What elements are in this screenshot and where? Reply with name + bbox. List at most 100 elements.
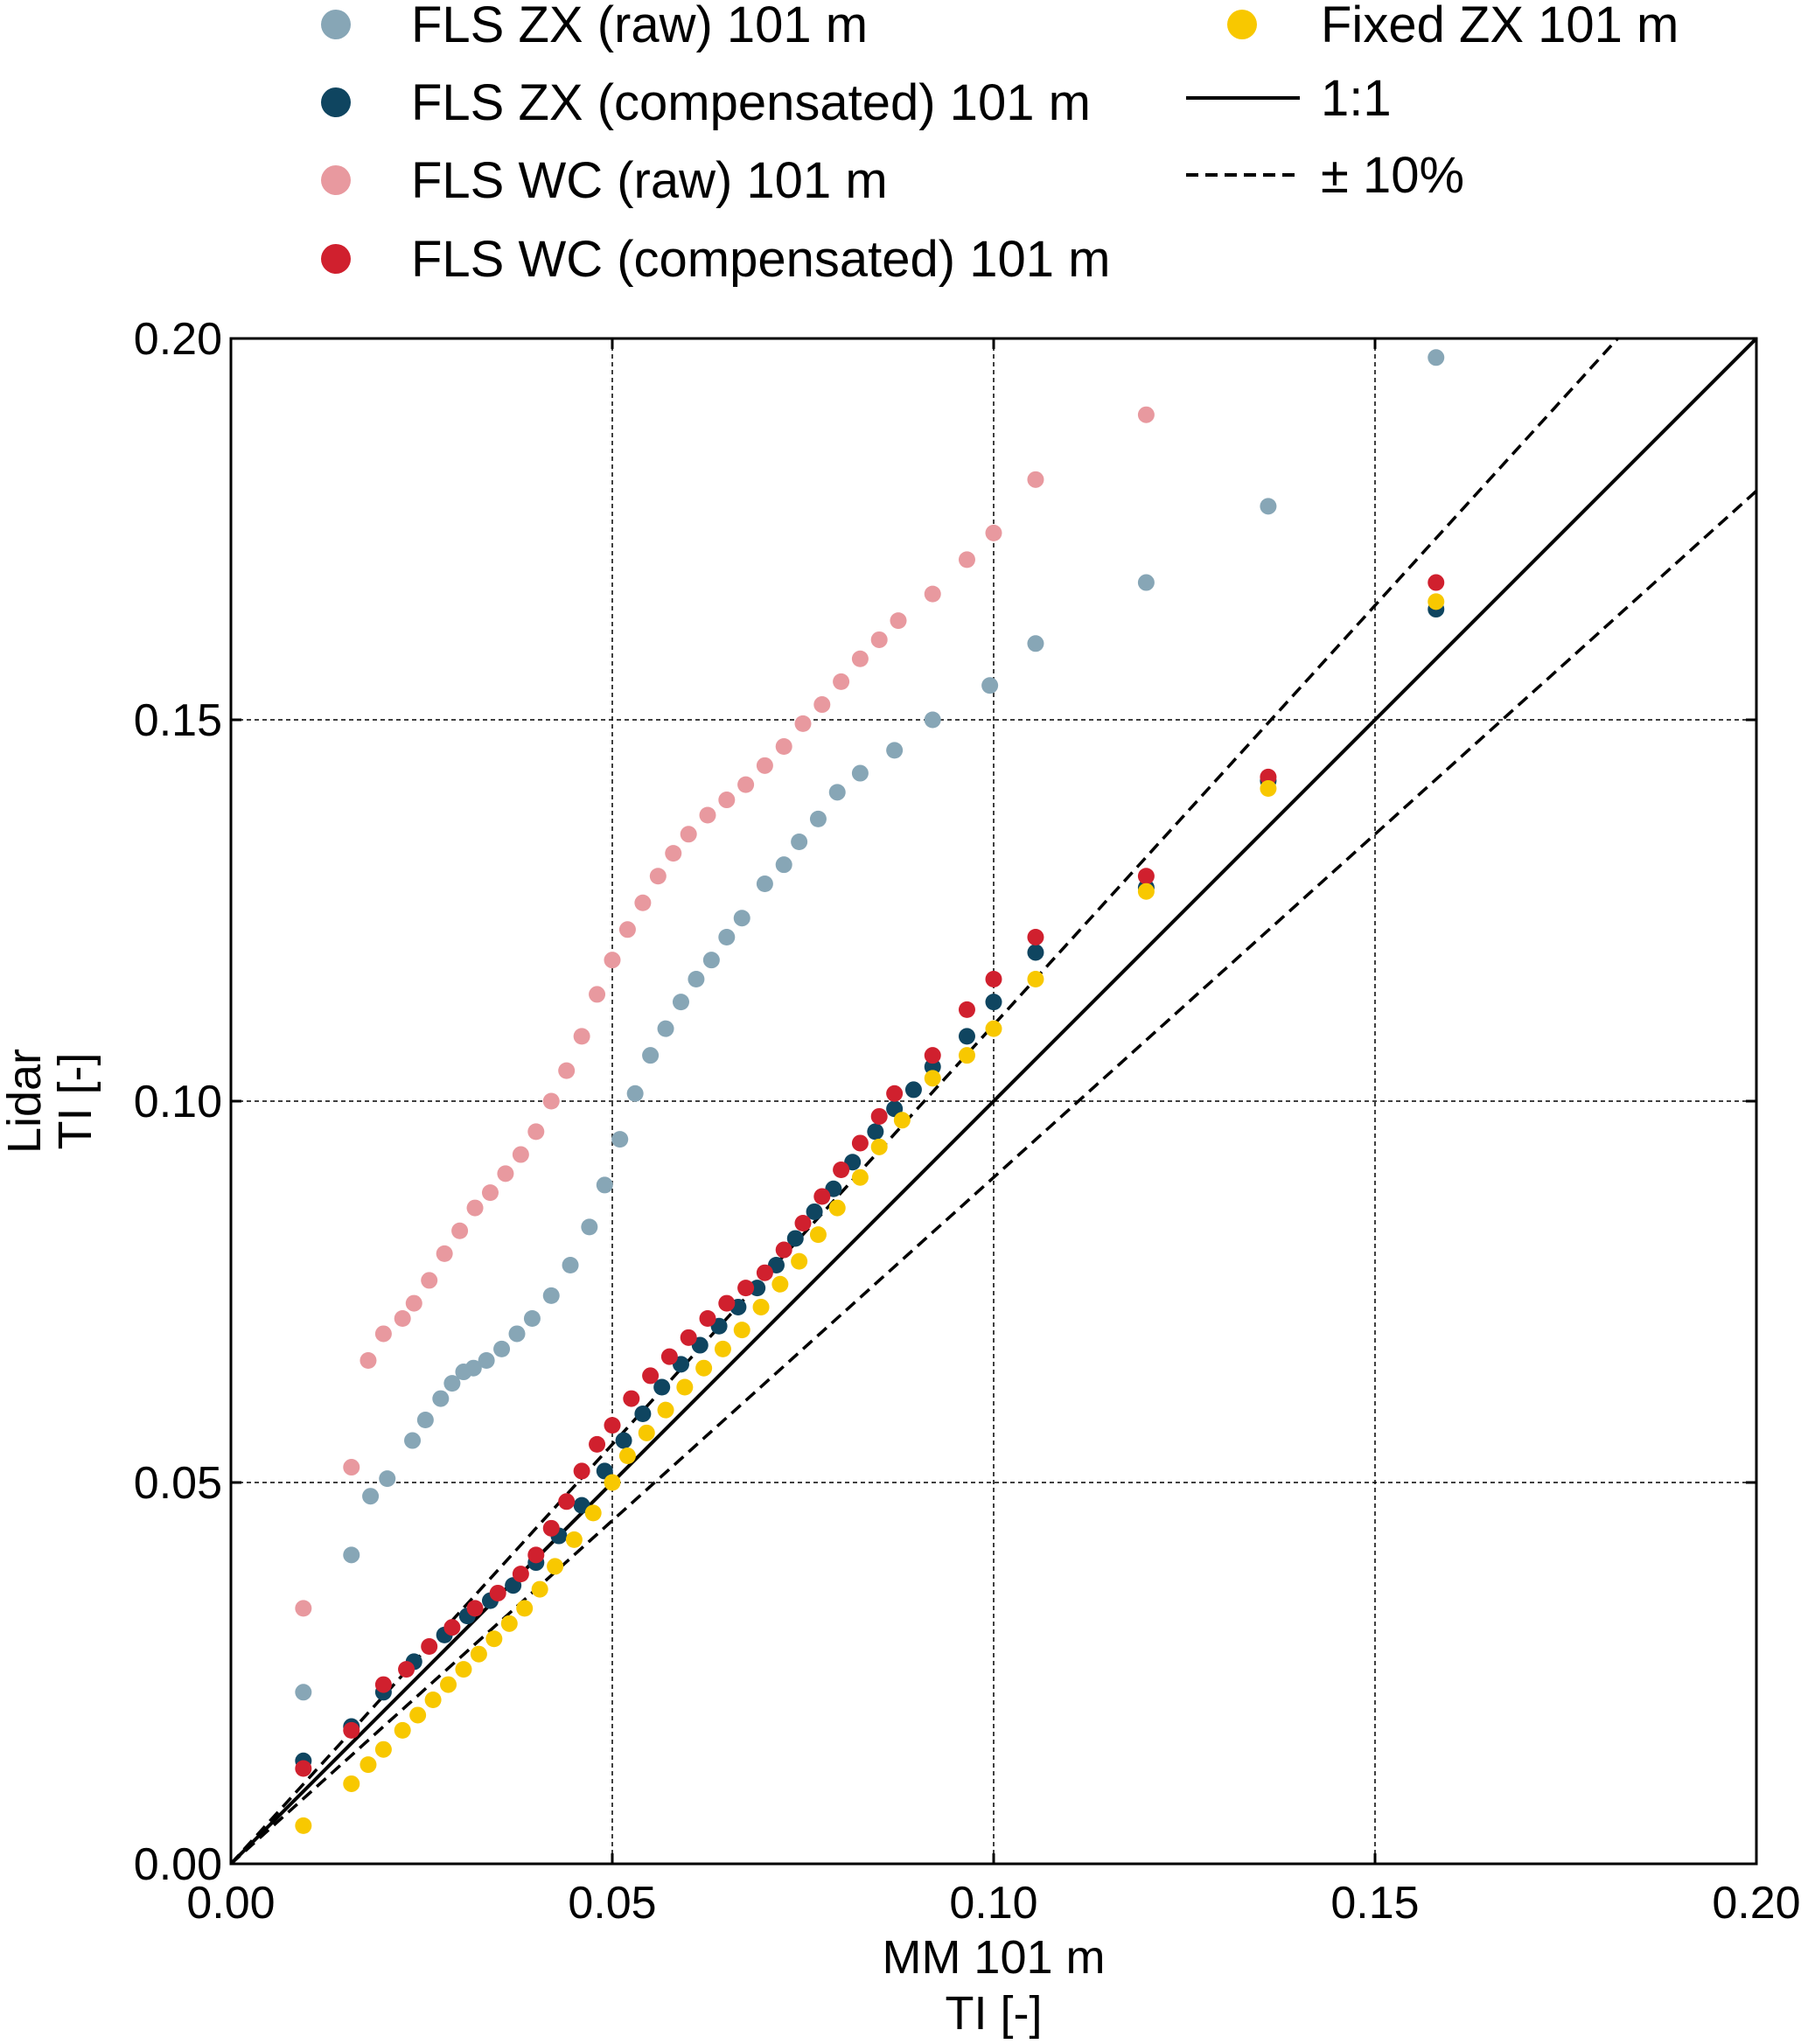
data-point [295,1684,312,1701]
data-point [749,1280,766,1297]
data-point [374,1325,392,1343]
data-point [851,764,869,782]
data-point [404,1432,422,1449]
data-point [562,1256,579,1273]
data-point [1027,635,1044,652]
data-point [786,1230,804,1247]
data-point [756,757,773,774]
data-point [1428,349,1445,366]
data-point [791,834,808,851]
data-point [695,1359,713,1377]
data-point [409,1706,427,1724]
data-point [702,952,720,969]
data-point [733,1322,750,1339]
data-point [573,1462,590,1480]
data-point [733,910,750,927]
data-point [672,994,689,1011]
data-point [886,1085,904,1102]
data-point [470,1645,487,1663]
data-point [1428,593,1445,610]
data-point [295,1817,312,1834]
data-point [1137,574,1155,591]
legend-label: FLS ZX (compensated) 101 m [411,74,1091,131]
data-point [981,677,999,694]
data-point [604,952,621,969]
data-point [618,1447,636,1464]
data-point [985,994,1002,1011]
data-point [405,1294,422,1312]
data-point [904,1081,922,1099]
axis-ticks: 0.00 0.05 0.10 0.15 0.20 0.00 0.05 0.10 0.15 0.20 [134,314,1801,1929]
data-point [542,1092,560,1110]
data-point [1137,406,1155,423]
data-point [443,1619,461,1636]
data-point [737,1280,755,1297]
data-point [573,1028,590,1045]
data-point [794,715,812,732]
data-point [466,1600,484,1617]
data-point [604,1417,621,1434]
data-point [752,1298,770,1315]
data-point [756,875,773,892]
data-point [565,1531,583,1548]
series-4 [295,593,1445,1834]
x-axis-label: TI [-] [946,1987,1043,2040]
data-point [421,1272,438,1289]
data-point [421,1637,438,1655]
legend-label: FLS ZX (raw) 101 m [411,0,868,53]
data-point [581,1218,598,1236]
data-point [924,1070,941,1087]
data-point [813,1188,831,1205]
data-point [618,921,636,938]
data-point [547,1558,564,1575]
data-point [362,1488,380,1505]
legend-label: ± 10% [1321,147,1464,204]
data-point [775,856,792,874]
data-point [924,1058,941,1076]
legend-marker [1227,10,1257,39]
data-point [714,1340,731,1357]
data-point [531,1580,548,1598]
data-point [489,1584,506,1601]
data-point [440,1676,457,1693]
y-tick-label: 0.05 [134,1458,222,1509]
data-point [1137,882,1155,900]
data-point [343,1721,360,1739]
data-point [718,1294,736,1312]
data-point [775,738,792,756]
data-point [660,1348,678,1365]
reference-lines [231,338,1756,1864]
data-point [379,1470,396,1488]
data-point [699,1310,716,1328]
data-point [589,986,606,1003]
data-point [634,894,652,911]
data-point [756,1264,773,1281]
data-point [343,1775,360,1792]
data-point [985,970,1002,987]
legend-label: Fixed ZX 101 m [1321,0,1679,53]
legend-label: FLS WC (raw) 101 m [411,152,888,209]
data-point [623,1390,640,1407]
data-point [791,1252,808,1270]
data-point [867,1123,884,1141]
data-point [295,1600,312,1617]
data-point [642,1367,660,1385]
legend-marker [321,87,351,117]
data-point [718,792,736,809]
data-point [985,524,1002,541]
data-point [626,1085,644,1102]
data-point [958,1047,975,1064]
y-tick-label: 0.10 [134,1077,222,1127]
data-point [1027,929,1044,946]
data-point [398,1661,415,1678]
data-point [851,650,869,667]
x-tick-label: 0.20 [1712,1878,1800,1929]
reference-line-1 [231,338,1620,1864]
data-point [1027,471,1044,488]
data-point [374,1676,392,1693]
data-point [893,1112,911,1129]
data-point [432,1390,450,1407]
x-tick-label: 0.05 [568,1878,656,1929]
